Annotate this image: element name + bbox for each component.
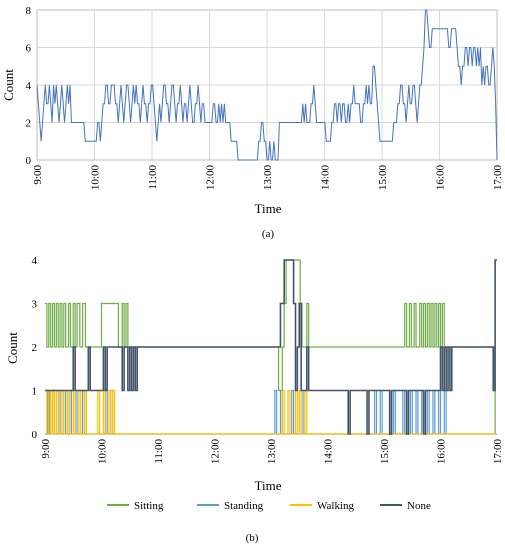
chart-b: 0 1 2 3 4 9:00 10:00 11:00 12:00 13:00 14:00 15:00… [5,255,504,544]
chart-b-x-tick: 15:00 [379,439,391,465]
chart-a-x-tick: 15:00 [377,165,389,191]
chart-a-y-tick: 4 [26,80,32,92]
chart-a-x-tick: 10:00 [90,165,102,191]
chart-a-y-tick: 0 [26,155,32,167]
chart-a-series-line [36,9,498,161]
chart-b-xlabel: Time [255,478,282,493]
chart-b-y-tick: 0 [32,429,38,441]
chart-a-caption: (a) [262,228,275,240]
chart-b-x-tick-labels: 9:00 10:00 11:00 12:00 13:00 14:00 15:00 16:00 1… [40,439,504,465]
chart-a-x-tick: 14:00 [320,165,332,191]
chart-b-x-tick: 17:00 [492,439,504,465]
chart-a-x-tick: 13:00 [262,165,274,191]
chart-a-x-tick: 17:00 [492,165,504,191]
chart-a-x-tick: 9:00 [32,165,44,185]
chart-b-legend: Sitting Standing Walking None [107,500,431,512]
chart-b-x-tick: 13:00 [266,439,278,465]
chart-a-x-tick-labels: 9:00 10:00 11:00 12:00 13:00 14:00 15:00 16:00 1… [32,165,504,191]
chart-b-y-tick: 3 [32,299,38,311]
chart-b-series-none-line [45,259,497,435]
chart-a-x-tick: 16:00 [435,165,447,191]
chart-a-x-tick: 12:00 [205,165,217,191]
chart-a-y-tick: 8 [26,5,32,17]
chart-b-caption: (b) [246,532,259,544]
chart-b-x-tick: 10:00 [97,439,109,465]
chart-b-ylabel: Count [5,332,20,364]
chart-a-xlabel: Time [255,201,282,216]
chart-a-y-tick-labels: 0 2 4 6 8 [26,5,32,167]
chart-a-ylabel: Count [1,69,16,101]
chart-b-y-tick: 1 [32,386,38,398]
chart-b-y-tick-labels: 0 1 2 3 4 [32,255,38,441]
legend-label-sitting: Sitting [134,500,164,512]
chart-b-y-tick: 4 [32,255,38,267]
chart-a: 0 2 4 6 8 9:00 10:00 11:00 12:00 13:00 14:00 15:00… [1,5,504,240]
chart-b-y-tick: 2 [32,342,38,354]
chart-b-x-tick: 11:00 [153,439,165,464]
legend-label-none: None [407,500,431,512]
chart-b-x-tick: 12:00 [210,439,222,465]
chart-b-series [45,259,497,435]
chart-a-y-tick: 2 [26,118,32,130]
legend-label-standing: Standing [224,500,264,512]
chart-a-x-tick: 11:00 [147,165,159,190]
chart-b-x-tick: 14:00 [323,439,335,465]
legend-label-walking: Walking [317,500,354,512]
chart-b-x-tick: 16:00 [436,439,448,465]
chart-b-x-tick: 9:00 [40,439,52,459]
chart-a-y-tick: 6 [26,43,32,55]
